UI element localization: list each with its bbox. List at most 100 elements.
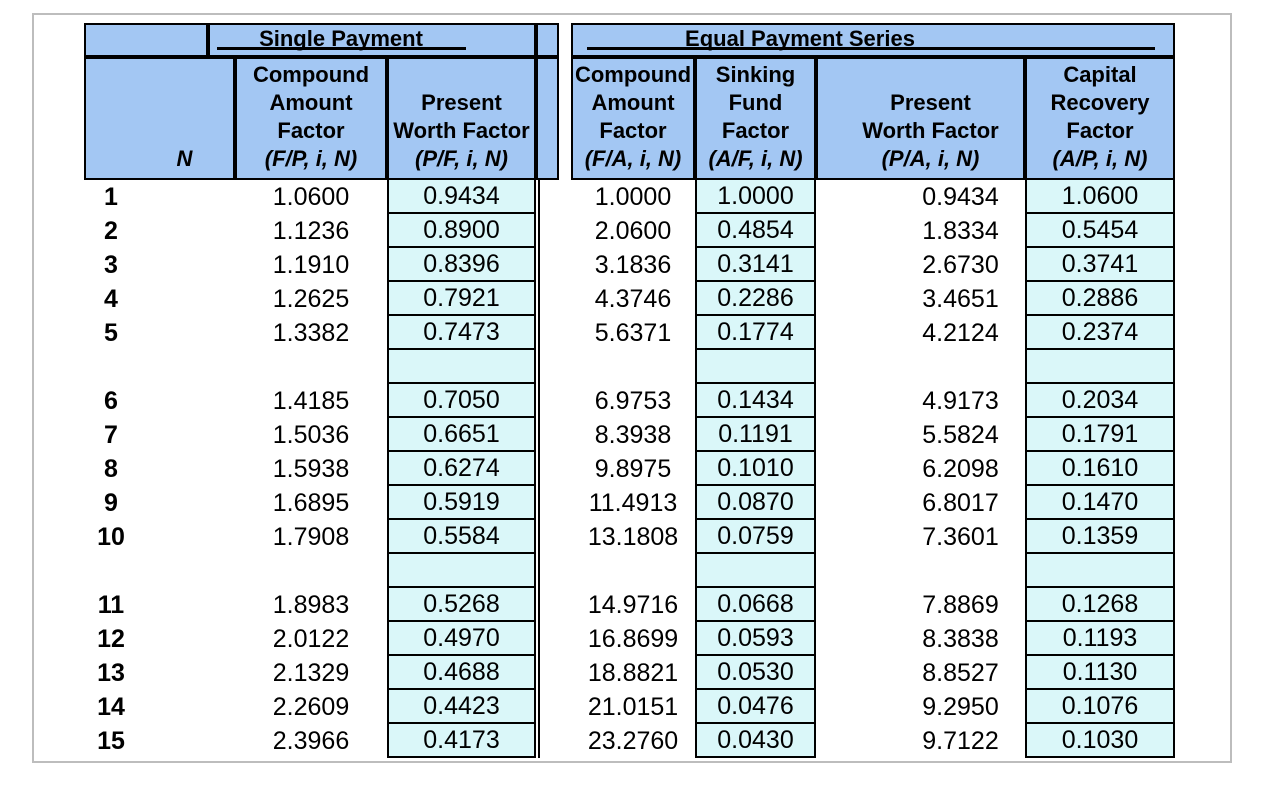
cell-fp: 1.5036 xyxy=(235,418,387,452)
divider-cell-top xyxy=(536,23,559,57)
group-underline xyxy=(217,47,466,50)
table-row: 3 1.1910 0.8396 3.1836 0.3141 2.6730 0.3741 xyxy=(0,248,1266,282)
cell-value: 13.1808 xyxy=(587,523,679,551)
cell-value: 0.6274 xyxy=(423,454,500,482)
cell-n: 11 xyxy=(84,588,138,622)
cell-value: 9.2950 xyxy=(922,693,999,721)
cell-value: 1.5036 xyxy=(272,421,350,449)
cell-value: 0.4688 xyxy=(423,658,500,686)
cell-value: 3.1836 xyxy=(594,251,672,279)
cell-pa: 9.7122 xyxy=(816,724,1025,758)
cell-af xyxy=(695,554,816,588)
group-header-single-payment: Single Payment xyxy=(208,23,536,57)
cell-af: 0.0870 xyxy=(695,486,816,520)
cell-value: 0.1191 xyxy=(718,420,793,448)
cell-pa: 8.3838 xyxy=(816,622,1025,656)
cell-pa: 4.9173 xyxy=(816,384,1025,418)
cell-value: 6.9753 xyxy=(594,387,672,415)
cell-pa: 6.8017 xyxy=(816,486,1025,520)
table-row: 7 1.5036 0.6651 8.3938 0.1191 5.5824 0.1791 xyxy=(0,418,1266,452)
cell-ap: 0.5454 xyxy=(1025,214,1175,248)
cell-value: 14.9716 xyxy=(587,591,679,619)
column-header-line: Recovery xyxy=(1050,90,1150,115)
cell-value: 0.2286 xyxy=(717,284,794,312)
cell-pf: 0.6274 xyxy=(387,452,536,486)
cell-value: 0.7473 xyxy=(423,318,500,346)
cell-value: 16.8699 xyxy=(587,625,679,653)
cell-value: 7.3601 xyxy=(922,523,999,551)
cell-value: 1.8983 xyxy=(272,591,350,619)
table-row: 1 1.0600 0.9434 1.0000 1.0000 0.9434 1.0600 xyxy=(0,180,1266,214)
cell-ap: 0.1030 xyxy=(1025,724,1175,758)
cell-pf: 0.6651 xyxy=(387,418,536,452)
cell-fp: 1.5938 xyxy=(235,452,387,486)
cell-pf: 0.8900 xyxy=(387,214,536,248)
column-header-line: Compound xyxy=(574,62,692,87)
cell-fp: 1.2625 xyxy=(235,282,387,316)
cell-af: 1.0000 xyxy=(695,180,816,214)
group-header-equal-payment-series: Equal Payment Series xyxy=(571,23,1175,57)
cell-ap: 0.1610 xyxy=(1025,452,1175,486)
cell-value: 7 xyxy=(104,421,118,449)
cell-fp: 1.7908 xyxy=(235,520,387,554)
cell-n: 14 xyxy=(84,690,138,724)
cell-value: 0.5454 xyxy=(1061,216,1139,244)
cell-value: 1.0600 xyxy=(272,183,350,211)
cell-fa: 23.2760 xyxy=(571,724,695,758)
cell-pa: 3.4651 xyxy=(816,282,1025,316)
table-row: 10 1.7908 0.5584 13.1808 0.0759 7.3601 0.1359 xyxy=(0,520,1266,554)
cell-ap: 0.2034 xyxy=(1025,384,1175,418)
cell-pf: 0.5584 xyxy=(387,520,536,554)
cell-value: 4.2124 xyxy=(922,319,999,347)
cell-value: 0.3741 xyxy=(1061,250,1139,278)
cell-value: 1.1910 xyxy=(272,251,350,279)
cell-pf: 0.4423 xyxy=(387,690,536,724)
column-header-formula: (A/F, i, N) xyxy=(708,146,803,171)
cell-value: 3 xyxy=(104,251,118,279)
cell-value: 6.2098 xyxy=(922,455,999,483)
spacer-row xyxy=(0,554,1266,588)
table-row: 4 1.2625 0.7921 4.3746 0.2286 3.4651 0.2886 xyxy=(0,282,1266,316)
cell-fa: 5.6371 xyxy=(571,316,695,350)
section-divider-line xyxy=(538,180,540,758)
cell-af: 0.0668 xyxy=(695,588,816,622)
cell-ap: 0.1791 xyxy=(1025,418,1175,452)
column-header-pa: Present Worth Factor (P/A, i, N) xyxy=(816,57,1025,180)
cell-fp: 2.0122 xyxy=(235,622,387,656)
cell-ap: 0.1130 xyxy=(1025,656,1175,690)
column-header-formula: (P/F, i, N) xyxy=(415,146,508,171)
cell-pa: 7.3601 xyxy=(816,520,1025,554)
cell-value: 0.7050 xyxy=(423,386,500,414)
cell-value: 1.0000 xyxy=(594,183,672,211)
cell-value: 0.1076 xyxy=(1061,692,1139,720)
cell-value: 4.3746 xyxy=(594,285,672,313)
cell-value: 0.0430 xyxy=(717,726,794,754)
cell-ap: 0.1470 xyxy=(1025,486,1175,520)
cell-pa: 0.9434 xyxy=(816,180,1025,214)
cell-fa: 4.3746 xyxy=(571,282,695,316)
cell-pf: 0.8396 xyxy=(387,248,536,282)
table-row: 5 1.3382 0.7473 5.6371 0.1774 4.2124 0.2374 xyxy=(0,316,1266,350)
column-header-formula: (F/P, i, N) xyxy=(264,146,358,171)
cell-pf xyxy=(387,554,536,588)
cell-af: 0.2286 xyxy=(695,282,816,316)
column-header-fp: Compound Amount Factor (F/P, i, N) xyxy=(235,57,387,180)
cell-pa: 4.2124 xyxy=(816,316,1025,350)
cell-value: 0.0759 xyxy=(717,522,794,550)
cell-value: 4 xyxy=(104,285,118,313)
cell-fa: 13.1808 xyxy=(571,520,695,554)
table-row: 15 2.3966 0.4173 23.2760 0.0430 9.7122 0.1030 xyxy=(0,724,1266,758)
cell-n: 7 xyxy=(84,418,138,452)
cell-fp: 1.3382 xyxy=(235,316,387,350)
cell-value: 0.1359 xyxy=(1061,522,1139,550)
column-header-formula: (F/A, i, N) xyxy=(584,146,682,171)
cell-value: 15 xyxy=(97,727,125,755)
cell-value: 7.8869 xyxy=(922,591,999,619)
cell-fp: 1.6895 xyxy=(235,486,387,520)
cell-value: 0.1470 xyxy=(1061,488,1139,516)
table-row: 12 2.0122 0.4970 16.8699 0.0593 8.3838 0.1193 xyxy=(0,622,1266,656)
cell-ap: 0.1193 xyxy=(1025,622,1175,656)
cell-af: 0.0593 xyxy=(695,622,816,656)
column-header-line: Worth Factor xyxy=(862,118,999,143)
cell-pf: 0.4173 xyxy=(387,724,536,758)
